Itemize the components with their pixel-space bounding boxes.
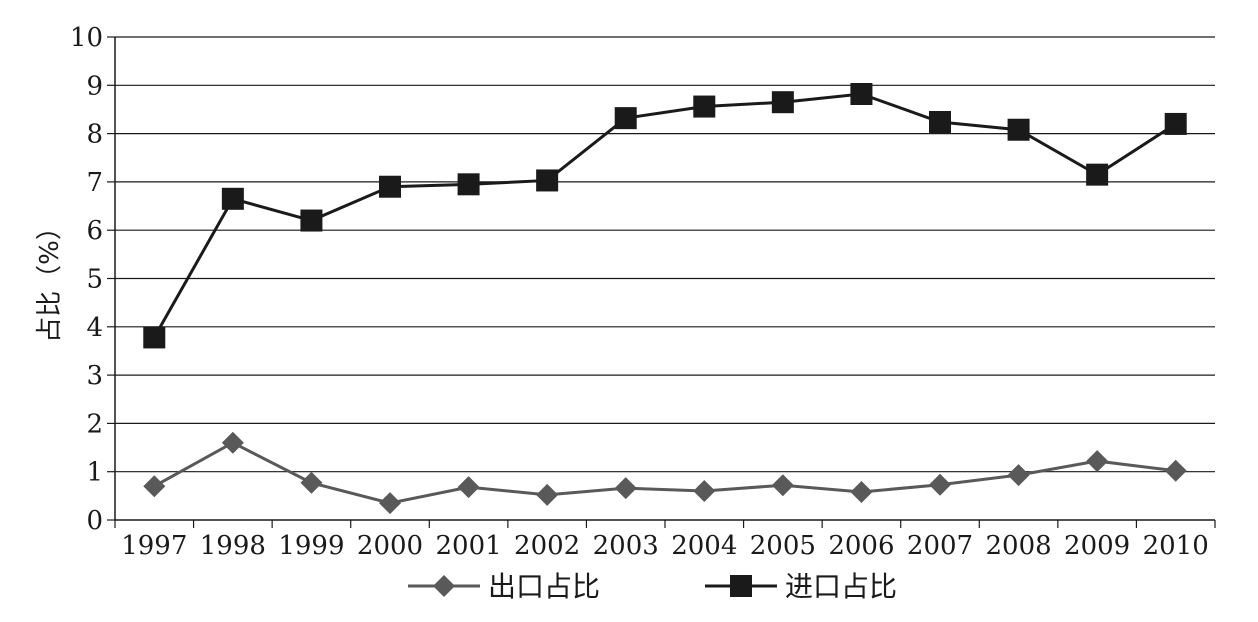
y-tick-label: 10 bbox=[70, 23, 103, 53]
data-point bbox=[693, 95, 716, 118]
legend-label: 出口占比 bbox=[488, 570, 600, 603]
legend: 出口占比 进口占比 bbox=[408, 570, 897, 603]
data-point bbox=[614, 107, 637, 130]
axes bbox=[107, 36, 1216, 528]
data-point bbox=[850, 82, 873, 105]
series-export bbox=[143, 431, 1187, 515]
data-point bbox=[536, 169, 559, 192]
y-tick-label: 6 bbox=[86, 216, 103, 246]
series-import bbox=[143, 82, 1187, 349]
x-tick-label: 1997 bbox=[121, 531, 187, 561]
data-point bbox=[300, 209, 323, 232]
x-tick-label: 2006 bbox=[828, 531, 894, 561]
data-point bbox=[693, 480, 716, 503]
data-point bbox=[1164, 112, 1187, 135]
y-tick-label: 5 bbox=[86, 265, 103, 295]
x-tick-label: 2000 bbox=[357, 531, 423, 561]
x-tick-label: 1998 bbox=[200, 531, 266, 561]
data-point bbox=[614, 477, 637, 500]
data-point bbox=[143, 326, 166, 349]
x-tick-label: 2010 bbox=[1143, 531, 1209, 561]
legend-item: 出口占比 bbox=[408, 570, 600, 603]
data-point bbox=[300, 471, 323, 494]
legend-item: 进口占比 bbox=[705, 570, 897, 603]
x-tick-label: 2007 bbox=[907, 531, 973, 561]
data-point bbox=[379, 492, 401, 515]
legend-marker bbox=[730, 575, 752, 597]
plot-area bbox=[143, 82, 1187, 515]
x-tick-label: 2008 bbox=[985, 531, 1051, 561]
x-tick-label: 2003 bbox=[593, 531, 659, 561]
legend-label: 进口占比 bbox=[785, 570, 897, 603]
tick-labels: 0 1 2 3 4 5 6 7 8 9 10 1997 1998 1999 2000 2001 2002 2003… bbox=[70, 23, 1209, 561]
y-tick-label: 2 bbox=[86, 409, 103, 439]
data-point bbox=[929, 111, 951, 134]
data-point bbox=[929, 473, 951, 496]
data-point bbox=[457, 476, 480, 499]
x-tick-label: 1999 bbox=[278, 531, 344, 561]
data-point bbox=[1086, 450, 1109, 473]
y-tick-label: 4 bbox=[86, 313, 103, 343]
x-tick-label: 2004 bbox=[671, 531, 737, 561]
y-tick-label: 1 bbox=[86, 458, 103, 488]
y-tick-label: 0 bbox=[86, 506, 103, 536]
data-point bbox=[221, 431, 244, 454]
y-tick-label: 3 bbox=[86, 361, 103, 391]
data-point bbox=[143, 475, 166, 498]
x-tick-label: 2009 bbox=[1064, 531, 1130, 561]
data-point bbox=[221, 187, 244, 210]
data-point bbox=[379, 175, 401, 198]
y-tick-label: 8 bbox=[86, 120, 103, 150]
data-point bbox=[1007, 118, 1030, 141]
series-line bbox=[153, 441, 1176, 505]
data-point bbox=[1086, 163, 1109, 186]
data-point bbox=[1007, 464, 1030, 487]
y-axis-title: 占比（%） bbox=[35, 214, 65, 343]
x-tick-label: 2001 bbox=[435, 531, 501, 561]
y-tick-label: 9 bbox=[86, 71, 103, 101]
data-point bbox=[771, 91, 794, 114]
legend-marker bbox=[433, 575, 455, 597]
series-line bbox=[152, 92, 1177, 339]
data-point bbox=[457, 173, 480, 196]
data-point bbox=[850, 480, 873, 503]
x-tick-label: 2002 bbox=[514, 531, 580, 561]
data-point bbox=[536, 483, 559, 506]
gridlines bbox=[115, 36, 1215, 473]
x-tick-label: 2005 bbox=[750, 531, 816, 561]
data-point bbox=[771, 474, 794, 497]
y-tick-label: 7 bbox=[86, 168, 103, 198]
data-point bbox=[1164, 459, 1187, 482]
